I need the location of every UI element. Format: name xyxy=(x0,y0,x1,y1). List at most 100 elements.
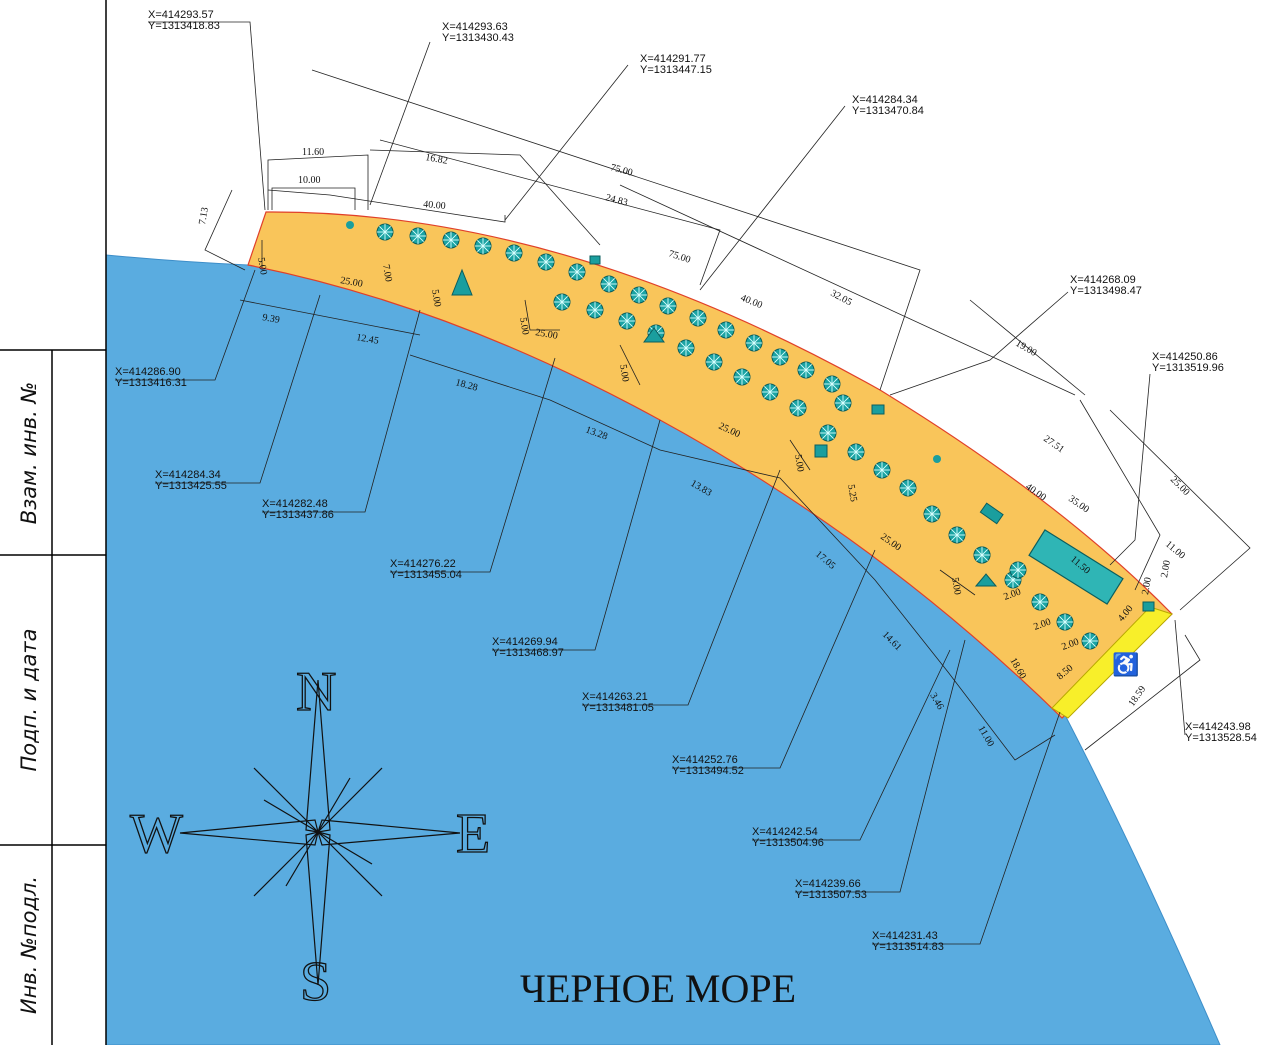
umbrella-icon xyxy=(659,297,677,315)
coord-y-label: Y=1313416.31 xyxy=(115,377,187,389)
coord-y-label: Y=1313481.05 xyxy=(582,702,654,714)
umbrella-icon xyxy=(733,368,751,386)
dimension-value: 75.00 xyxy=(609,162,634,178)
stamp-vzam: Взам. инв. № xyxy=(17,382,41,525)
dimension-value: 7.13 xyxy=(197,206,211,225)
coord-y-label: Y=1313514.83 xyxy=(872,941,944,953)
coord-y-label: Y=1313418.83 xyxy=(148,20,220,32)
info-points xyxy=(346,221,941,463)
dimension-value: 5.00 xyxy=(429,289,443,308)
coord-y-label: Y=1313519.96 xyxy=(1152,362,1224,374)
umbrella-icon xyxy=(819,424,837,442)
dimension-lines xyxy=(204,69,1251,761)
beach-umbrellas xyxy=(376,223,1099,650)
umbrella-icon xyxy=(1031,593,1049,611)
compass-south-label: S xyxy=(300,951,331,1013)
coord-x-label: X=414269.94 xyxy=(492,636,558,648)
umbrella-icon xyxy=(600,275,618,293)
dimension-value: 35.00 xyxy=(1066,493,1091,515)
coord-x-label: X=414268.09 xyxy=(1070,274,1136,286)
coord-x-label: X=414293.57 xyxy=(148,9,214,21)
compass-west-label: W xyxy=(130,803,183,865)
coord-y-label: Y=1313507.53 xyxy=(795,889,867,901)
equipment-markers xyxy=(451,255,1155,612)
coord-x-label: X=414250.86 xyxy=(1152,351,1218,363)
umbrella-icon xyxy=(1056,613,1074,631)
umbrella-icon xyxy=(1009,561,1027,579)
dimension-value: 5.00 xyxy=(792,454,806,473)
dimension-value: 5.25 xyxy=(845,484,859,503)
coord-x-label: X=414293.63 xyxy=(442,21,508,33)
dimension-value: 2.00 xyxy=(1159,559,1173,578)
coord-x-label: X=414252.76 xyxy=(672,754,738,766)
coord-x-label: X=414243.98 xyxy=(1185,721,1251,733)
dimension-value: 24.83 xyxy=(604,192,629,208)
coord-x-label: X=414231.43 xyxy=(872,930,938,942)
compass-north-label: N xyxy=(296,661,336,723)
service-block xyxy=(1028,529,1124,605)
coord-x-label: X=414282.48 xyxy=(262,498,328,510)
dimension-value: 5.00 xyxy=(949,577,963,596)
umbrella-icon xyxy=(705,353,723,371)
umbrella-icon xyxy=(823,375,841,393)
dimension-value: 5.00 xyxy=(255,257,269,276)
dimension-value: 10.00 xyxy=(298,175,321,186)
coord-y-label: Y=1313470.84 xyxy=(852,105,924,117)
umbrella-icon xyxy=(899,479,917,497)
coord-x-label: X=414284.34 xyxy=(852,94,918,106)
umbrella-icon xyxy=(873,461,891,479)
dimension-value: 2.00 xyxy=(1140,576,1154,595)
dimension-value: 19.00 xyxy=(1014,338,1039,359)
umbrella-icon xyxy=(973,546,991,564)
dimension-value: 40.00 xyxy=(423,199,446,212)
coord-y-label: Y=1313528.54 xyxy=(1185,732,1257,744)
coord-y-label: Y=1313425.55 xyxy=(155,480,227,492)
umbrella-icon xyxy=(745,334,763,352)
umbrella-icon xyxy=(689,309,707,327)
dimension-value: 5.00 xyxy=(617,364,631,383)
dimension-value: 7.00 xyxy=(380,264,394,283)
dimension-value: 16.82 xyxy=(424,152,448,167)
umbrella-icon xyxy=(586,301,604,319)
coord-y-label: Y=1313437.86 xyxy=(262,509,334,521)
umbrella-icon xyxy=(1081,632,1099,650)
umbrella-icon xyxy=(789,399,807,417)
title-block xyxy=(0,0,107,1045)
dimension-value: 25.00 xyxy=(339,275,363,290)
dimension-value: 5.00 xyxy=(517,317,531,336)
dimension-value: 9.39 xyxy=(261,312,280,326)
umbrella-icon xyxy=(847,443,865,461)
coord-x-label: X=414291.77 xyxy=(640,53,706,65)
umbrella-icon xyxy=(568,263,586,281)
compass-rose xyxy=(179,679,461,986)
dimension-value: 75.00 xyxy=(667,248,692,265)
umbrella-icon xyxy=(677,339,695,357)
stamp-inv: Инв. №подл. xyxy=(17,876,41,1014)
coord-x-label: X=414263.21 xyxy=(582,691,648,703)
coord-y-label: Y=1313430.43 xyxy=(442,32,514,44)
coord-x-label: X=414242.54 xyxy=(752,826,818,838)
umbrella-icon xyxy=(409,227,427,245)
dimension-value: 12.45 xyxy=(355,332,379,347)
coordinate-labels: X=414293.57Y=1313418.83 X=414293.63Y=1313… xyxy=(115,9,1257,953)
coord-y-label: Y=1313498.47 xyxy=(1070,285,1142,297)
coord-y-label: Y=1313447.15 xyxy=(640,64,712,76)
coord-y-label: Y=1313468.97 xyxy=(492,647,564,659)
dimension-value: 11.00 xyxy=(1163,539,1187,562)
umbrella-icon xyxy=(553,293,571,311)
coord-y-label: Y=1313455.04 xyxy=(390,569,462,581)
umbrella-icon xyxy=(442,231,460,249)
umbrella-icon xyxy=(537,253,555,271)
dimension-value: 27.51 xyxy=(1041,433,1066,455)
leader-lines xyxy=(115,21,1186,945)
dimension-value: 18.59 xyxy=(1126,684,1148,709)
umbrella-icon xyxy=(376,223,394,241)
coord-x-label: X=414239.66 xyxy=(795,878,861,890)
umbrella-icon xyxy=(797,361,815,379)
access-zone xyxy=(1051,606,1173,719)
coord-y-label: Y=1313504.96 xyxy=(752,837,824,849)
coord-x-label: X=414286.90 xyxy=(115,366,181,378)
umbrella-icon xyxy=(630,286,648,304)
